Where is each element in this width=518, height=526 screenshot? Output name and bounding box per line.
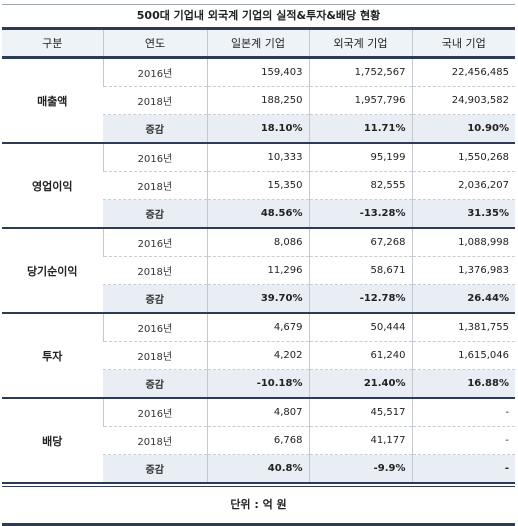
value-cell: 10,333	[206, 143, 309, 172]
data-table-panel: 500대 기업내 외국계 기업의 실적&투자&배당 현황 구분 연도 일본계 기…	[2, 4, 515, 526]
value-cell: -9.9%	[308, 454, 412, 484]
value-cell: 67,268	[308, 228, 412, 257]
value-cell: -	[411, 398, 515, 427]
value-cell: 40.8%	[206, 454, 309, 484]
table-row: 증감 40.8% -9.9% -	[2, 454, 515, 484]
year-cell: 2016년	[102, 228, 207, 257]
value-cell: 39.70%	[206, 284, 309, 314]
value-cell: 1,550,268	[411, 143, 515, 172]
category-cell: 영업이익	[2, 143, 103, 229]
table-row: 증감 39.70% -12.78% 26.44%	[2, 284, 515, 314]
value-cell: 159,403	[206, 57, 309, 87]
table-row: 2018년 15,350 82,555 2,036,207	[2, 171, 515, 200]
year-cell: 증감	[103, 284, 207, 314]
header-row: 구분 연도 일본계 기업 외국계 기업 국내 기업	[2, 27, 515, 59]
header-foreign: 외국계 기업	[308, 27, 412, 59]
value-cell: 11,296	[206, 256, 309, 285]
value-cell: 50,444	[308, 313, 412, 342]
value-cell: -13.28%	[308, 199, 412, 229]
value-cell: 45,517	[308, 398, 412, 427]
year-cell: 증감	[103, 454, 207, 484]
table-row: 2018년 188,250 1,957,796 24,903,582	[2, 86, 515, 115]
table-row: 증감 18.10% 11.71% 10.90%	[2, 114, 515, 144]
value-cell: 16.88%	[411, 369, 515, 399]
year-cell: 2016년	[102, 143, 207, 172]
value-cell: 18.10%	[206, 114, 309, 144]
value-cell: 26.44%	[411, 284, 515, 314]
value-cell: 4,807	[206, 398, 309, 427]
financial-table: 구분 연도 일본계 기업 외국계 기업 국내 기업 매출액 2016년 159,40…	[2, 27, 515, 484]
value-cell: 10.90%	[411, 114, 515, 144]
value-cell: 1,615,046	[411, 341, 515, 370]
year-cell: 증감	[103, 369, 207, 399]
value-cell: 1,957,796	[308, 86, 412, 115]
value-cell: -	[411, 454, 515, 484]
table-row: 매출액 2016년 159,403 1,752,567 22,456,485	[2, 57, 515, 144]
value-cell: 8,086	[206, 228, 309, 257]
header-year: 연도	[102, 27, 207, 59]
table-row: 2018년 11,296 58,671 1,376,983	[2, 256, 515, 285]
value-cell: 15,350	[206, 171, 309, 200]
value-cell: 24,903,582	[411, 86, 515, 115]
table-row: 당기순이익 2016년 8,086 67,268 1,088,998	[2, 228, 515, 314]
value-cell: 58,671	[308, 256, 412, 285]
category-cell: 투자	[2, 313, 103, 399]
value-cell: -10.18%	[206, 369, 309, 399]
value-cell: 6,768	[206, 426, 309, 455]
category-cell: 당기순이익	[2, 228, 103, 314]
header-japanese: 일본계 기업	[206, 27, 309, 59]
value-cell: 82,555	[308, 171, 412, 200]
table-row: 투자 2016년 4,679 50,444 1,381,755	[2, 313, 515, 399]
value-cell: 61,240	[308, 341, 412, 370]
header-category: 구분	[2, 27, 103, 59]
table-row: 영업이익 2016년 10,333 95,199 1,550,268	[2, 143, 515, 229]
year-cell: 2018년	[103, 426, 207, 455]
value-cell: 4,202	[206, 341, 309, 370]
value-cell: -	[411, 426, 515, 455]
value-cell: 22,456,485	[411, 57, 515, 87]
header-domestic: 국내 기업	[411, 27, 515, 59]
table-row: 2018년 4,202 61,240 1,615,046	[2, 341, 515, 370]
year-cell: 증감	[103, 114, 207, 144]
table-row: 배당 2016년 4,807 45,517-	[2, 398, 515, 484]
value-cell: 188,250	[206, 86, 309, 115]
value-cell: 95,199	[308, 143, 412, 172]
table-row: 2018년 6,768 41,177-	[2, 426, 515, 455]
table-row: 증감 48.56% -13.28% 31.35%	[2, 199, 515, 229]
value-cell: 48.56%	[206, 199, 309, 229]
value-cell: 1,752,567	[308, 57, 412, 87]
unit-note: 단위 : 억 원	[2, 486, 515, 526]
year-cell: 2016년	[102, 398, 207, 427]
table-title: 500대 기업내 외국계 기업의 실적&투자&배당 현황	[2, 4, 515, 27]
year-cell: 2018년	[103, 256, 207, 285]
year-cell: 증감	[103, 199, 207, 229]
value-cell: 1,381,755	[411, 313, 515, 342]
value-cell: 4,679	[206, 313, 309, 342]
value-cell: 1,376,983	[411, 256, 515, 285]
year-cell: 2016년	[102, 57, 207, 87]
year-cell: 2016년	[102, 313, 207, 342]
year-cell: 2018년	[103, 341, 207, 370]
value-cell: 31.35%	[411, 199, 515, 229]
value-cell: 2,036,207	[411, 171, 515, 200]
year-cell: 2018년	[103, 86, 207, 115]
year-cell: 2018년	[103, 171, 207, 200]
value-cell: 11.71%	[308, 114, 412, 144]
value-cell: -12.78%	[308, 284, 412, 314]
category-cell: 배당	[2, 398, 103, 484]
value-cell: 41,177	[308, 426, 412, 455]
category-cell: 매출액	[2, 57, 103, 144]
value-cell: 1,088,998	[411, 228, 515, 257]
value-cell: 21.40%	[308, 369, 412, 399]
table-row: 증감 -10.18% 21.40% 16.88%	[2, 369, 515, 399]
